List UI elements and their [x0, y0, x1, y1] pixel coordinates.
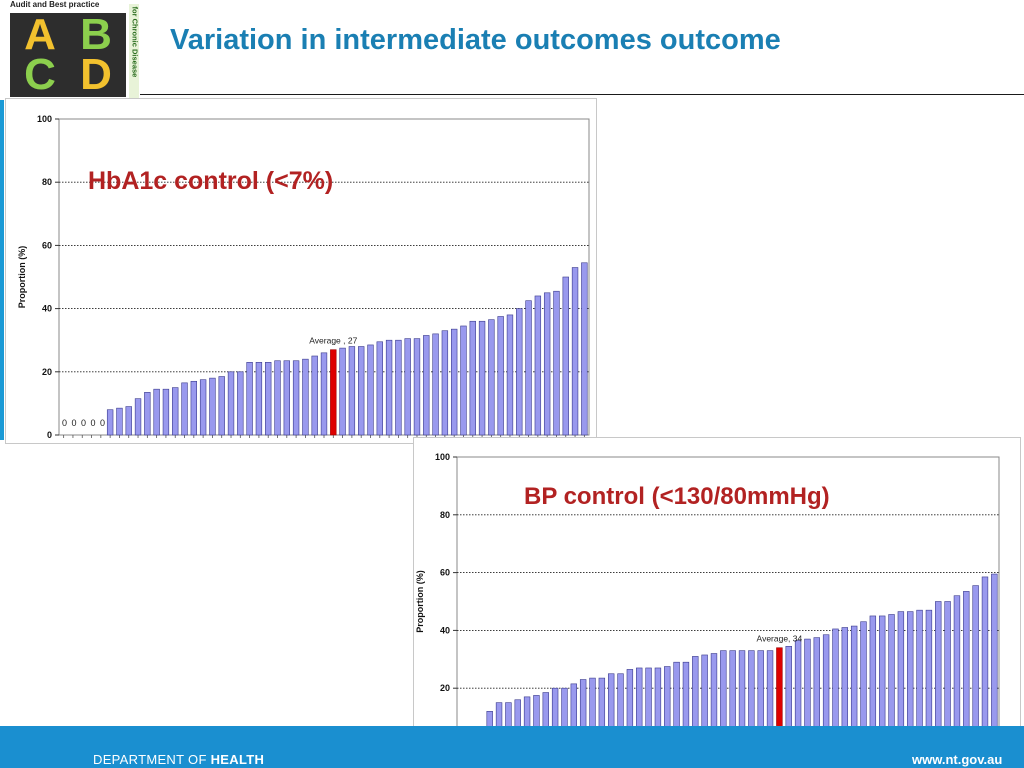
hba1c-bar — [255, 362, 263, 436]
hba1c-bar — [506, 314, 514, 436]
hba1c-bar — [469, 320, 476, 436]
hba1c-bar — [404, 338, 411, 436]
hba1c-bar — [534, 295, 542, 436]
hba1c-bar — [292, 360, 300, 436]
hba1c-y-tick-label: 0 — [47, 430, 52, 440]
hba1c-bar — [209, 377, 216, 436]
hba1c-bar — [441, 330, 449, 436]
bp-bar — [944, 601, 951, 747]
hba1c-bar — [181, 382, 188, 436]
hba1c-average-label: Average , 27 — [309, 336, 357, 346]
hba1c-zero-labels: 0 0 0 0 0 — [62, 418, 106, 428]
hba1c-bar — [302, 358, 309, 436]
hba1c-bar — [199, 379, 207, 436]
hba1c-bar — [581, 262, 588, 436]
hba1c-bar — [190, 380, 198, 436]
hba1c-bar — [516, 308, 523, 436]
hba1c-bar — [227, 371, 235, 436]
hba1c-bar — [162, 388, 170, 436]
logo-letters-box: A B C D — [10, 13, 126, 97]
hba1c-bar — [153, 388, 160, 436]
hba1c-y-tick-label: 20 — [42, 367, 52, 377]
bp-bar — [972, 585, 979, 747]
hba1c-bar — [460, 325, 467, 436]
hba1c-bar — [116, 407, 123, 436]
hba1c-bar — [218, 376, 225, 436]
hba1c-bar — [562, 276, 569, 436]
hba1c-bar — [376, 341, 383, 436]
logo-letter-b: B — [80, 10, 112, 59]
hba1c-bar — [106, 409, 114, 436]
logo-letter-d: D — [80, 50, 112, 99]
bp-bar — [953, 595, 961, 747]
hba1c-bar — [237, 371, 244, 436]
hba1c-bar — [395, 339, 402, 436]
hba1c-bar — [283, 360, 290, 436]
footer-url: www.nt.gov.au — [912, 752, 1003, 767]
hba1c-bar — [423, 335, 430, 436]
hba1c-bar — [125, 406, 132, 436]
hba1c-bar — [497, 316, 504, 436]
hba1c-y-tick-label: 80 — [42, 177, 52, 187]
hba1c-average-bar — [330, 349, 337, 436]
hba1c-bar — [571, 267, 579, 436]
hba1c-bar — [274, 360, 281, 436]
left-accent-bar — [0, 100, 4, 440]
hba1c-bar — [339, 347, 346, 436]
logo-letter-a: A — [24, 10, 56, 59]
logo-tagline: Audit and Best practice — [10, 0, 100, 9]
hba1c-bar — [543, 292, 551, 436]
bp-bar — [935, 601, 942, 747]
bp-y-tick-label: 80 — [440, 510, 450, 520]
bp-bar — [981, 576, 989, 747]
hba1c-y-tick-label: 40 — [42, 304, 52, 314]
bp-y-tick-label: 20 — [440, 683, 450, 693]
hba1c-y-tick-label: 60 — [42, 240, 52, 250]
bp-y-tick-label: 100 — [435, 452, 450, 462]
bp-y-axis-label: Proportion (%) — [415, 570, 425, 633]
hba1c-chart-plot: 0 20 40 60 80 100 Proportion (%) Average , 27 0 … — [17, 114, 590, 440]
bp-average-label: Average, 34 — [757, 634, 803, 644]
footer-dept-prefix: DEPARTMENT OF — [93, 752, 211, 767]
footer-dept-bold: HEALTH — [210, 752, 265, 767]
hba1c-bar — [432, 333, 439, 436]
hba1c-bar — [525, 300, 532, 436]
hba1c-bar — [358, 346, 365, 436]
bp-y-tick-label: 60 — [440, 568, 450, 578]
hba1c-y-axis-label: Proportion (%) — [17, 246, 27, 309]
bp-chart-title: BP control (<130/80mmHg) — [524, 483, 830, 510]
footer-department: DEPARTMENT OF HEALTH — [93, 752, 264, 767]
bp-bar — [963, 591, 970, 747]
hba1c-bar — [320, 352, 328, 436]
hba1c-bar — [488, 319, 495, 436]
hba1c-bar — [265, 362, 272, 436]
title-divider — [140, 94, 1024, 95]
hba1c-chart-title: HbA1c control (<7%) — [88, 167, 334, 195]
hba1c-bar — [367, 344, 374, 436]
hba1c-bar — [450, 328, 458, 436]
abcd-logo: Audit and Best practice A B C D for Chro… — [0, 0, 142, 100]
hba1c-bar — [478, 320, 486, 436]
hba1c-bar — [311, 355, 318, 436]
bp-bar — [991, 573, 998, 747]
slide-title: Variation in intermediate outcomes outco… — [170, 24, 781, 56]
hba1c-bar — [348, 346, 356, 436]
hba1c-bar — [385, 339, 393, 436]
logo-side-text: for Chronic Disease — [130, 6, 140, 78]
footer-bar — [0, 726, 1024, 768]
hba1c-bar — [172, 387, 179, 436]
hba1c-bar — [553, 290, 560, 436]
hba1c-y-tick-label: 100 — [37, 114, 52, 124]
hba1c-bar — [246, 362, 253, 436]
hba1c-bar — [413, 338, 421, 436]
logo-letter-c: C — [24, 50, 56, 99]
bp-y-tick-label: 40 — [440, 625, 450, 635]
hba1c-bar — [144, 392, 151, 436]
hba1c-bar — [134, 398, 142, 436]
logo-side-strip: for Chronic Disease — [129, 4, 140, 98]
hba1c-chart: 0 20 40 60 80 100 Proportion (%) Average , 27 0 … — [5, 98, 597, 444]
